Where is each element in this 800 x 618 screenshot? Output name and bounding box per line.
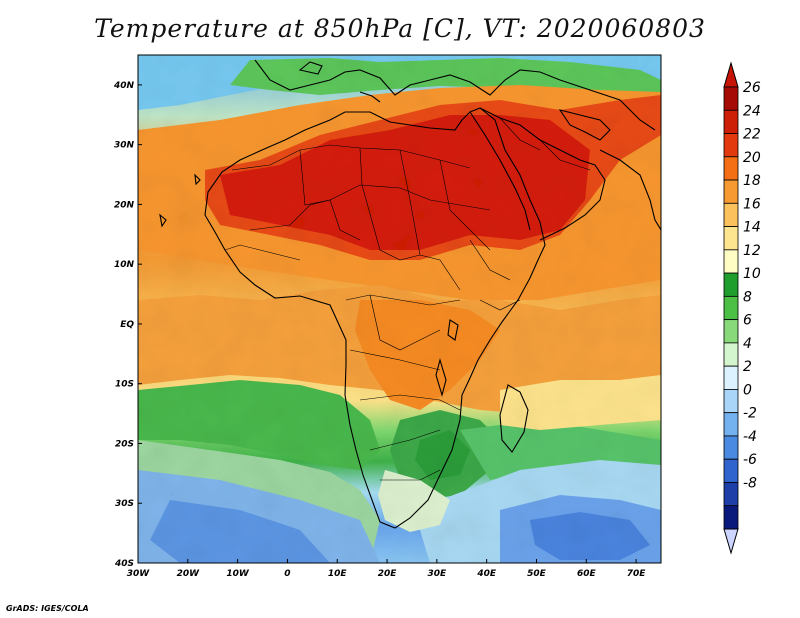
colorbar-segment [723,86,739,111]
temperature-shading [138,55,661,563]
lon-tick-label: 10E [328,569,348,579]
grads-credit: GrADS: IGES/COLA [6,604,89,613]
lon-tick-label: 60E [577,569,597,579]
map-title: Temperature at 850hPa [C], VT: 202006080… [94,14,706,43]
colorbar-segment [723,295,739,321]
colorbar-segment [723,179,739,204]
colorbar-label: 20 [743,150,761,166]
country-borders [224,117,591,481]
colorbar-segment [723,412,739,437]
longitude-axis: 30W 20W 10W 0 10E 20E 30E 40E 50E 60E 70E [127,559,647,579]
lat-tick-label: 40N [113,81,135,91]
colorbar-segment [723,389,739,414]
lat-tick-label: 30S [115,499,134,509]
colorbar-segment [723,458,739,483]
colorbar-segment [723,482,739,507]
lon-tick-label: 20W [177,569,201,579]
colorbar-segment [723,435,739,460]
colorbar-label: -6 [743,452,757,468]
lon-tick-label: 40E [476,569,497,579]
lon-tick-label: 10W [226,569,250,579]
colorbar-segment [723,505,739,530]
colorbar-label: -8 [743,475,757,491]
colorbar-label: 24 [743,103,761,119]
lon-tick-label: 70E [627,569,647,579]
coastlines [159,59,661,529]
colorbar-label: 22 [743,127,761,143]
colorbar-segment [723,272,739,297]
colorbar-segment [723,365,739,390]
colorbar-label: -2 [743,406,757,422]
map-plot-area: 30W 20W 10W 0 10E 20E 30E 40E 50E 60E 70E 40N 30N 20… [113,54,662,579]
colorbar-label: 2 [743,359,752,375]
lat-tick-label: 20N [114,200,135,210]
colorbar-segment [723,156,739,181]
colorbar-label: 16 [743,196,761,212]
lat-tick-label: 10N [114,260,135,270]
lat-tick-label: EQ [120,320,134,330]
colorbar-top-arrow [723,61,739,88]
lat-tick-label: 40S [114,559,134,569]
colorbar-label: 18 [743,173,761,189]
lon-tick-label: 30E [428,569,448,579]
colorbar-segment [723,249,739,274]
colorbar-label: 0 [743,382,752,398]
colorbar-segment [723,342,739,367]
latitude-axis: 40N 30N 20N 10N EQ 10S 20S 30S 40S [113,81,142,569]
lat-tick-label: 30N [114,141,135,151]
colorbar-label: 10 [743,266,761,282]
colorbar-label: 26 [743,80,761,96]
colorbar-segment [723,226,739,251]
colorbar-label: -4 [743,429,757,445]
lon-tick-label: 30W [127,569,151,579]
colorbar-label: 6 [743,313,752,329]
colorbar-segment [723,133,739,158]
lat-tick-label: 20S [115,439,134,449]
plot-frame [137,54,662,564]
lon-tick-label: 50E [527,569,547,579]
colorbar-segment [723,319,739,344]
colorbar-label: 12 [743,243,761,259]
colorbar-bottom-arrow [723,528,739,555]
lon-tick-label: 20E [378,569,398,579]
colorbar-label: 14 [743,220,761,236]
lon-tick-label: 0 [284,569,290,579]
colorbar-segment [723,202,739,227]
colorbar-label: 4 [743,336,752,352]
colorbar-segment [723,109,739,134]
lat-tick-label: 10S [115,380,134,390]
colorbar-label: 8 [743,289,752,305]
